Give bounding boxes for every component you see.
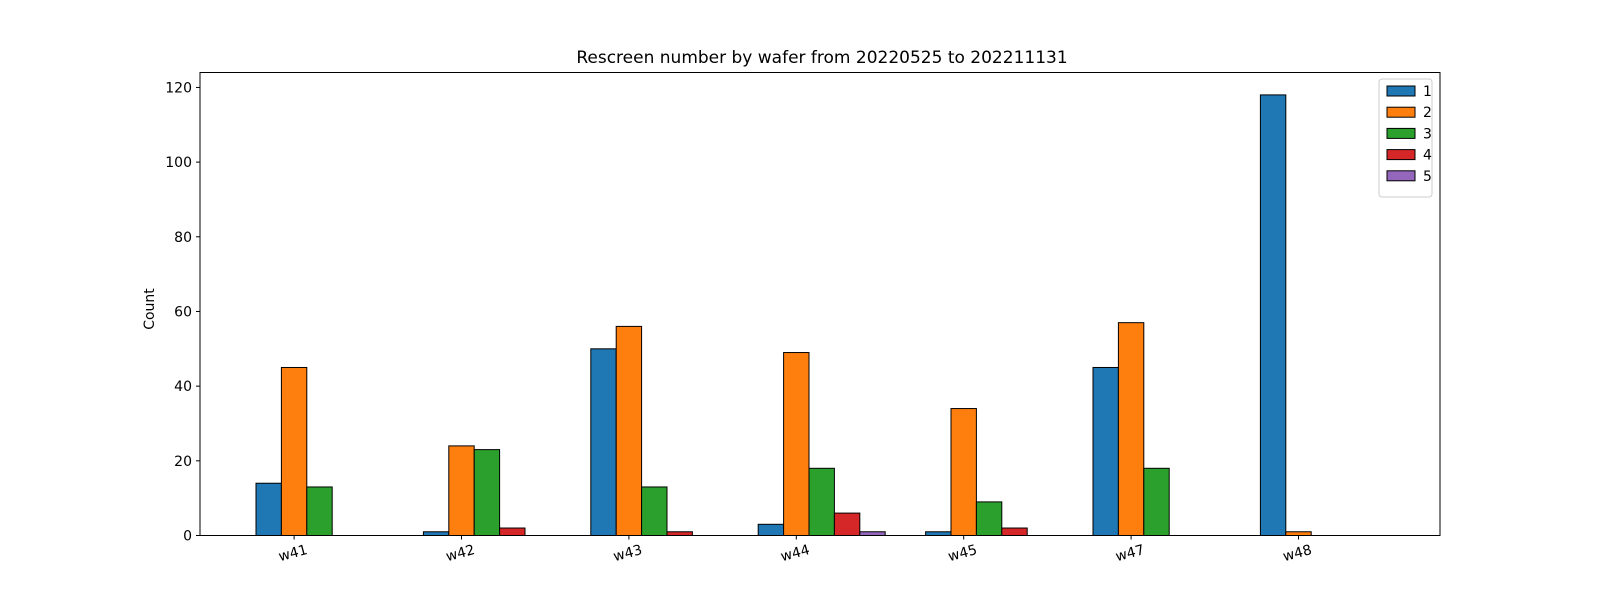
y-axis-label: Count — [142, 288, 158, 330]
x-tick-label-w44: w44 — [779, 542, 811, 565]
bar-w41-series-3 — [306, 486, 333, 536]
bar-w43-series-2 — [615, 325, 643, 536]
legend[interactable]: 1 2 3 4 5 — [1378, 78, 1433, 198]
bar-w48-series-2 — [1285, 531, 1312, 537]
legend-swatch-1[interactable] — [1386, 85, 1416, 97]
bar-w45-series-1 — [925, 531, 952, 537]
x-axis: w41 w42 w43 w44 w45 w47 w48 — [277, 535, 1314, 565]
bar-w43-series-3 — [641, 486, 668, 536]
legend-label-4[interactable]: 4 — [1423, 148, 1432, 164]
bar-w44-series-1 — [757, 523, 785, 536]
bar-w47-series-2 — [1117, 322, 1145, 537]
legend-swatch-4[interactable] — [1386, 149, 1416, 161]
bar-w45-series-2 — [950, 408, 977, 536]
x-tick-label-w42: w42 — [444, 542, 476, 565]
legend-label-1[interactable]: 1 — [1423, 84, 1432, 100]
bar-w47-series-3 — [1143, 467, 1170, 537]
legend-label-3[interactable]: 3 — [1423, 126, 1432, 142]
legend-swatch-5[interactable] — [1386, 170, 1416, 182]
bar-w44-series-2 — [783, 352, 810, 537]
y-tick-label-40: 40 — [174, 379, 192, 395]
legend-swatch-2[interactable] — [1386, 106, 1416, 118]
x-tick-label-w43: w43 — [612, 542, 644, 565]
bar-w42-series-3 — [473, 449, 501, 536]
bar-w44-series-4 — [833, 512, 861, 536]
legend-label-5[interactable]: 5 — [1423, 169, 1432, 185]
bar-w45-series-4 — [1001, 527, 1028, 537]
x-tick-label-w41: w41 — [277, 542, 309, 565]
y-tick-label-80: 80 — [174, 230, 192, 246]
bar-w44-series-3 — [808, 467, 835, 537]
bar-w41-series-1 — [255, 482, 282, 537]
y-axis: 0 20 40 60 80 100 120 — [165, 80, 200, 545]
x-tick-label-w47: w47 — [1114, 542, 1146, 565]
x-tick-label-w48: w48 — [1281, 542, 1313, 565]
bar-w44-series-5 — [859, 531, 886, 537]
bars-layer — [255, 94, 1312, 537]
bar-w43-series-1 — [590, 348, 617, 536]
y-tick-label-120: 120 — [165, 80, 192, 96]
bar-w42-series-4 — [499, 527, 526, 537]
bar-w42-series-1 — [422, 531, 450, 537]
bar-w41-series-2 — [280, 366, 308, 537]
chart-title: Rescreen number by wafer from 20220525 t… — [576, 48, 1067, 68]
bar-w45-series-3 — [975, 501, 1003, 536]
bar-w47-series-1 — [1092, 366, 1119, 537]
y-tick-label-100: 100 — [165, 155, 192, 171]
y-tick-label-20: 20 — [174, 454, 192, 470]
bar-w48-series-1 — [1259, 94, 1287, 537]
legend-label-2[interactable]: 2 — [1423, 105, 1432, 121]
y-tick-label-0: 0 — [183, 529, 192, 545]
bar-w42-series-2 — [448, 445, 475, 537]
bar-w43-series-4 — [666, 531, 693, 537]
x-tick-label-w45: w45 — [946, 542, 978, 565]
plot-frame — [199, 72, 1441, 536]
legend-swatch-3[interactable] — [1386, 127, 1416, 139]
y-tick-label-60: 60 — [174, 304, 192, 320]
